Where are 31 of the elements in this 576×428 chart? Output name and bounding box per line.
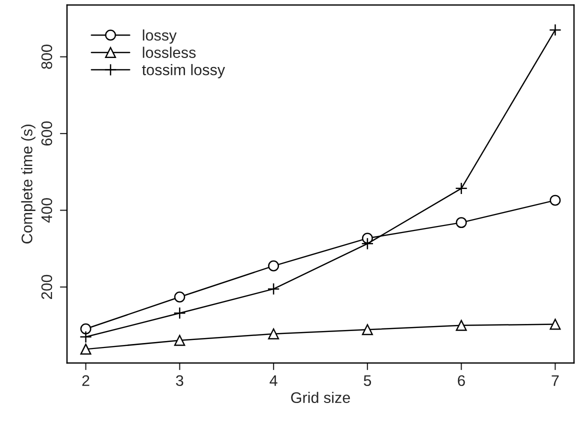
point — [80, 323, 92, 334]
point — [455, 182, 468, 195]
point — [456, 320, 467, 331]
point — [550, 194, 561, 206]
point — [174, 292, 186, 302]
y-tick-label: 800 — [41, 44, 52, 69]
y-tick-label: 600 — [41, 121, 52, 146]
point — [267, 282, 280, 296]
x-tick-label: 6 — [458, 375, 465, 386]
legend-label: lossy — [142, 29, 177, 44]
point — [361, 237, 374, 250]
point — [550, 318, 561, 330]
point — [362, 324, 373, 336]
legend-label: lossless — [142, 46, 196, 58]
x-tick-label: 3 — [176, 375, 184, 386]
point — [268, 260, 280, 272]
legend-label: tossim lossy — [142, 64, 226, 78]
x-tick-label: 5 — [364, 375, 372, 386]
y-axis-title: Complete time (s) — [21, 124, 36, 244]
point — [173, 306, 186, 320]
y-tick-label: 400 — [41, 198, 52, 223]
point — [456, 217, 467, 228]
point — [174, 334, 186, 346]
point — [549, 24, 562, 36]
y-tick-label: 200 — [41, 274, 52, 299]
point — [80, 344, 92, 355]
x-tick-label: 7 — [552, 375, 559, 386]
x-tick-label: 2 — [82, 375, 90, 386]
point — [268, 328, 280, 340]
x-tick-label: 4 — [270, 375, 278, 386]
x-axis-title: Grid size — [291, 392, 350, 404]
